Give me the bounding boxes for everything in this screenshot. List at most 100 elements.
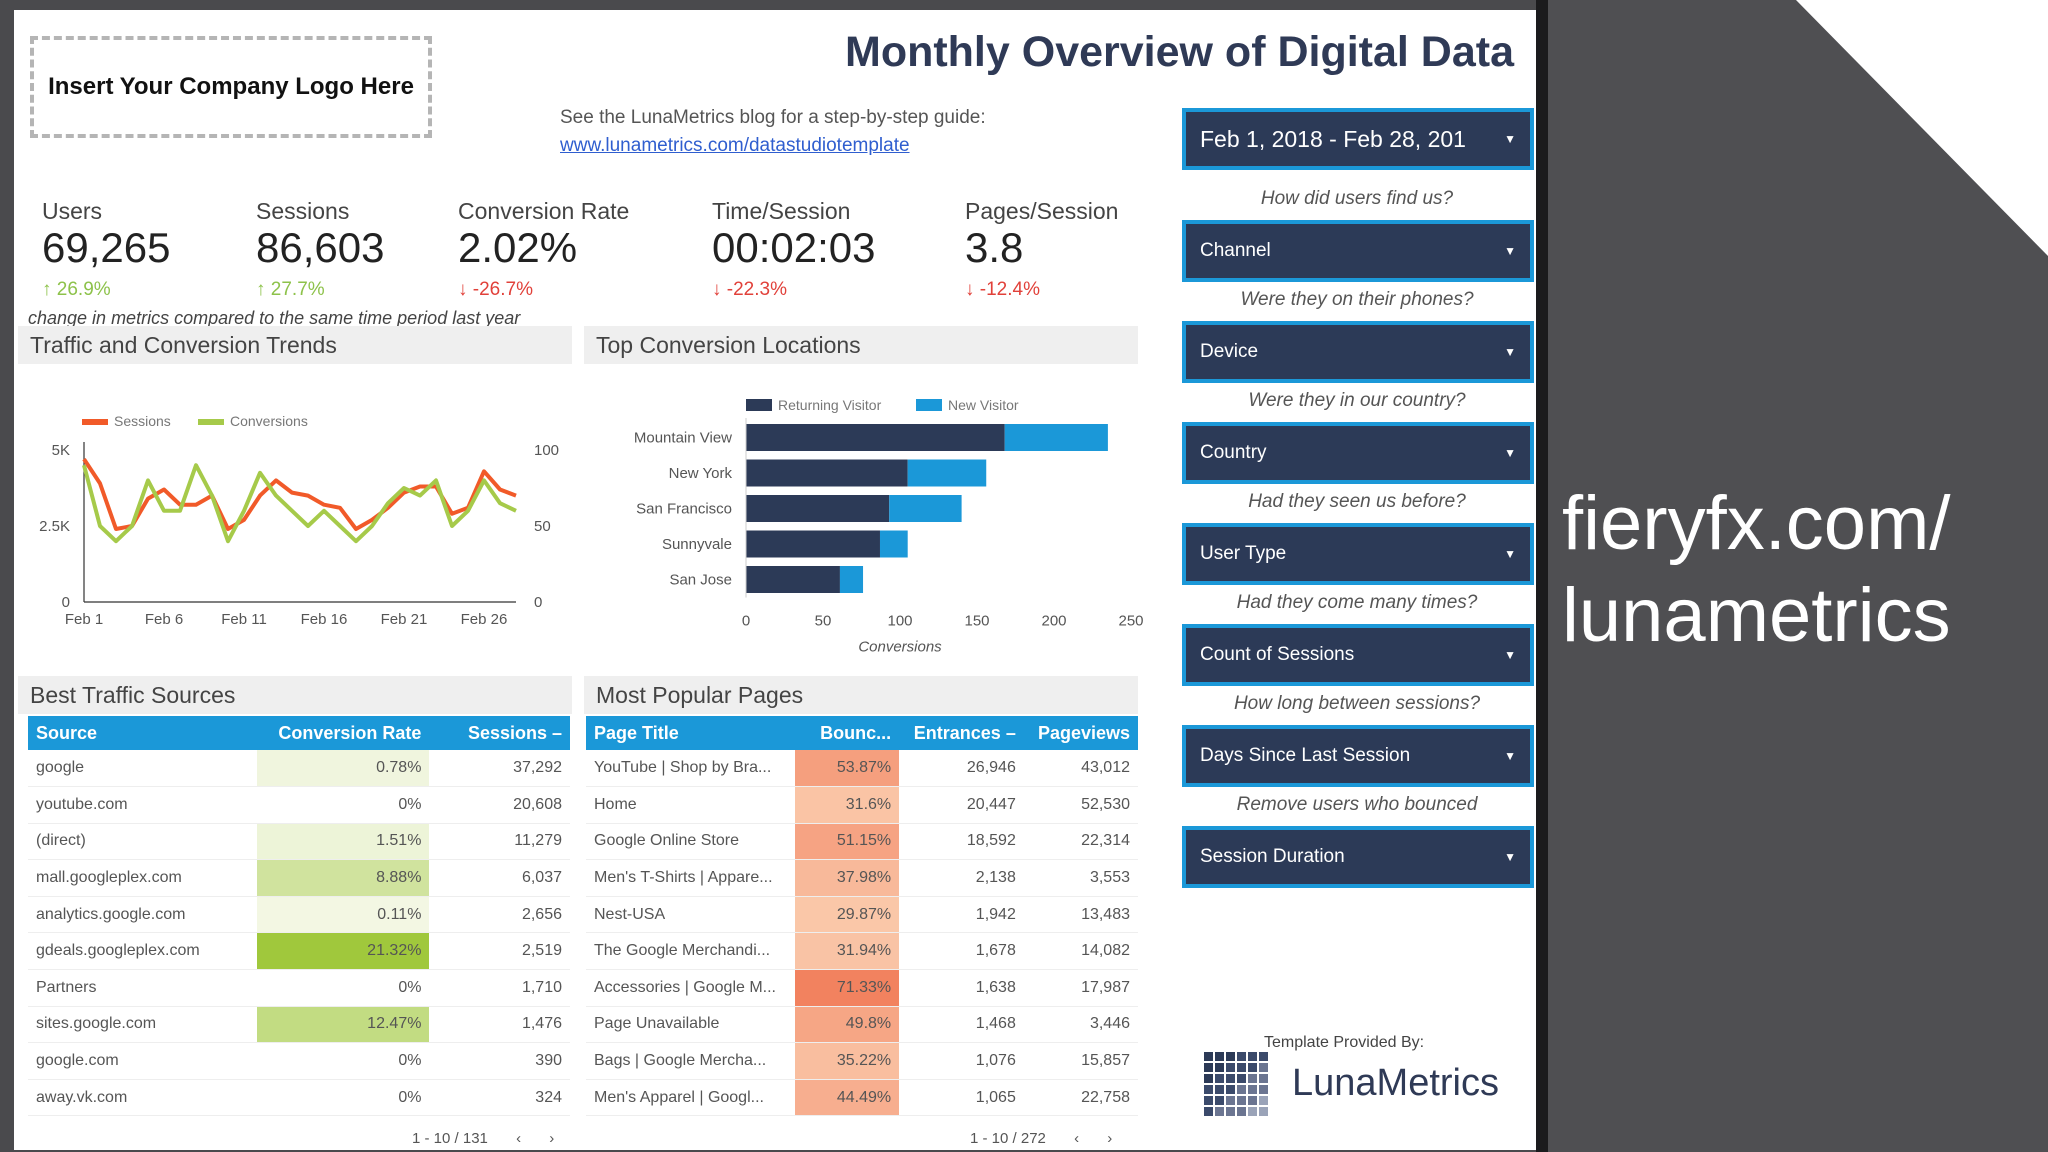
- page-title-cell: The Google Merchandi...: [586, 932, 796, 971]
- chevron-right-icon[interactable]: ›: [549, 1130, 555, 1147]
- col-header-entrances[interactable]: Entrances –: [899, 716, 1024, 750]
- filter-control-country[interactable]: Country ▼: [1182, 422, 1534, 484]
- logo-cell: [1237, 1085, 1246, 1094]
- bounce-rate-cell: 35.22%: [795, 1042, 900, 1080]
- legend-label: Conversions: [230, 413, 308, 429]
- category-label: New York: [669, 465, 733, 482]
- entrances-cell: 18,592: [899, 823, 1024, 861]
- page-title-cell: Bags | Google Mercha...: [586, 1042, 796, 1080]
- category-label: Mountain View: [634, 430, 732, 447]
- panel-title-pages: Most Popular Pages: [584, 676, 1138, 714]
- logo-cell: [1248, 1085, 1257, 1094]
- x-tick-label: 50: [815, 613, 832, 630]
- table-row: Partners 0% 1,710: [28, 969, 570, 1007]
- page-title: Monthly Overview of Digital Data: [845, 28, 1514, 76]
- conversion-rate-cell: 21.32%: [257, 932, 430, 971]
- arrow-down-icon: ↓: [712, 279, 722, 300]
- filter-control-session-duration[interactable]: Session Duration ▼: [1182, 826, 1534, 888]
- legend-swatch: [916, 399, 942, 411]
- company-logo-placeholder: Insert Your Company Logo Here: [30, 36, 432, 138]
- source-cell: google: [28, 750, 258, 788]
- filter-question: Were they in our country?: [1248, 390, 1466, 411]
- source-cell: (direct): [28, 823, 258, 861]
- x-tick-label: Feb 11: [221, 611, 267, 628]
- filter-control-user-type[interactable]: User Type ▼: [1182, 523, 1534, 585]
- bar-returning: [746, 566, 840, 593]
- popular-pages-table: Page Title Bounc... Entrances – Pageview…: [586, 716, 1138, 1117]
- table-row: google 0.78% 37,292: [28, 750, 570, 788]
- logo-cell: [1215, 1096, 1224, 1105]
- series-line-conversions: [82, 463, 517, 544]
- logo-cell: [1215, 1052, 1224, 1061]
- col-header-conversion-rate[interactable]: Conversion Rate: [257, 716, 430, 750]
- conversion-rate-cell: 0%: [257, 786, 430, 824]
- y2-tick-label: 50: [534, 518, 551, 535]
- logo-cell: [1248, 1074, 1257, 1083]
- metric-value: 69,265: [42, 224, 171, 271]
- caret-down-icon: ▼: [1504, 547, 1516, 561]
- pageviews-cell: 22,758: [1023, 1079, 1138, 1117]
- logo-cell: [1259, 1063, 1268, 1072]
- logo-cell: [1204, 1074, 1213, 1083]
- filter-control-channel[interactable]: Channel ▼: [1182, 220, 1534, 282]
- date-range-control[interactable]: Feb 1, 2018 - Feb 28, 201 ▼: [1182, 108, 1534, 170]
- bounce-rate-cell: 31.94%: [795, 932, 900, 971]
- filter-question: Remove users who bounced: [1236, 794, 1478, 815]
- pageviews-cell: 15,857: [1023, 1042, 1138, 1080]
- bounce-rate-cell: 49.8%: [795, 1006, 900, 1044]
- filter-control-count-of-sessions[interactable]: Count of Sessions ▼: [1182, 624, 1534, 686]
- legend-swatch: [746, 399, 772, 411]
- col-header-pageviews[interactable]: Pageviews: [1023, 716, 1138, 750]
- sessions-cell: 324: [429, 1079, 570, 1117]
- bar-new: [839, 566, 864, 593]
- bar-new: [879, 530, 908, 558]
- y-tick-label: 0: [62, 594, 70, 611]
- logo-cell: [1226, 1096, 1235, 1105]
- filter-control-days-since-last-session[interactable]: Days Since Last Session ▼: [1182, 725, 1534, 787]
- logo-cell: [1215, 1074, 1224, 1083]
- logo-cell: [1259, 1085, 1268, 1094]
- bounce-rate-cell: 29.87%: [795, 896, 900, 934]
- filter-label: Session Duration: [1200, 846, 1345, 867]
- conversion-rate-cell: 12.47%: [257, 1006, 430, 1044]
- legend-label: Returning Visitor: [778, 397, 882, 413]
- col-header-sessions[interactable]: Sessions –: [429, 716, 570, 750]
- table-row: Home 31.6% 20,447 52,530: [586, 786, 1138, 824]
- page-title-cell: Page Unavailable: [586, 1006, 796, 1044]
- guide-link[interactable]: www.lunametrics.com/datastudiotemplate: [560, 135, 910, 156]
- sessions-cell: 2,519: [429, 932, 570, 971]
- chevron-right-icon[interactable]: ›: [1107, 1130, 1113, 1147]
- source-cell: google.com: [28, 1042, 258, 1080]
- x-tick-label: 200: [1041, 613, 1066, 630]
- category-label: Sunnyvale: [662, 536, 732, 553]
- conversion-rate-cell: 0%: [257, 969, 430, 1007]
- table-row: gdeals.googleplex.com 21.32% 2,519: [28, 932, 570, 971]
- x-tick-label: Feb 1: [65, 611, 103, 628]
- x-tick-label: Feb 21: [381, 611, 428, 628]
- table-row: Page Unavailable 49.8% 1,468 3,446: [586, 1006, 1138, 1044]
- bar-returning: [746, 459, 908, 487]
- col-header-bounce-rate[interactable]: Bounc...: [795, 716, 900, 750]
- chevron-left-icon[interactable]: ‹: [1074, 1130, 1080, 1147]
- table-row: google.com 0% 390: [28, 1042, 570, 1080]
- bounce-rate-cell: 44.49%: [795, 1079, 900, 1117]
- entrances-cell: 20,447: [899, 786, 1024, 824]
- sessions-cell: 6,037: [429, 859, 570, 897]
- bar-returning: [746, 424, 1005, 451]
- table-row: YouTube | Shop by Bra... 53.87% 26,946 43,0…: [586, 750, 1138, 788]
- page-title-cell: Nest-USA: [586, 896, 796, 934]
- filter-control-device[interactable]: Device ▼: [1182, 321, 1534, 383]
- filter-label: Country: [1200, 442, 1267, 463]
- page-title-cell: Google Online Store: [586, 823, 796, 861]
- chevron-left-icon[interactable]: ‹: [516, 1130, 522, 1147]
- entrances-cell: 2,138: [899, 859, 1024, 897]
- col-header-page-title[interactable]: Page Title: [586, 716, 796, 750]
- trend-line-chart: Sessions Conversions 0 2.5K 5K 0 50 100 Feb 1 Feb…: [39, 413, 559, 628]
- entrances-cell: 1,942: [899, 896, 1024, 934]
- filter-label: User Type: [1200, 543, 1287, 564]
- entrances-cell: 1,678: [899, 932, 1024, 971]
- source-cell: Partners: [28, 969, 258, 1007]
- entrances-cell: 1,076: [899, 1042, 1024, 1080]
- col-header-source[interactable]: Source: [28, 716, 258, 750]
- table-row: away.vk.com 0% 324: [28, 1079, 570, 1117]
